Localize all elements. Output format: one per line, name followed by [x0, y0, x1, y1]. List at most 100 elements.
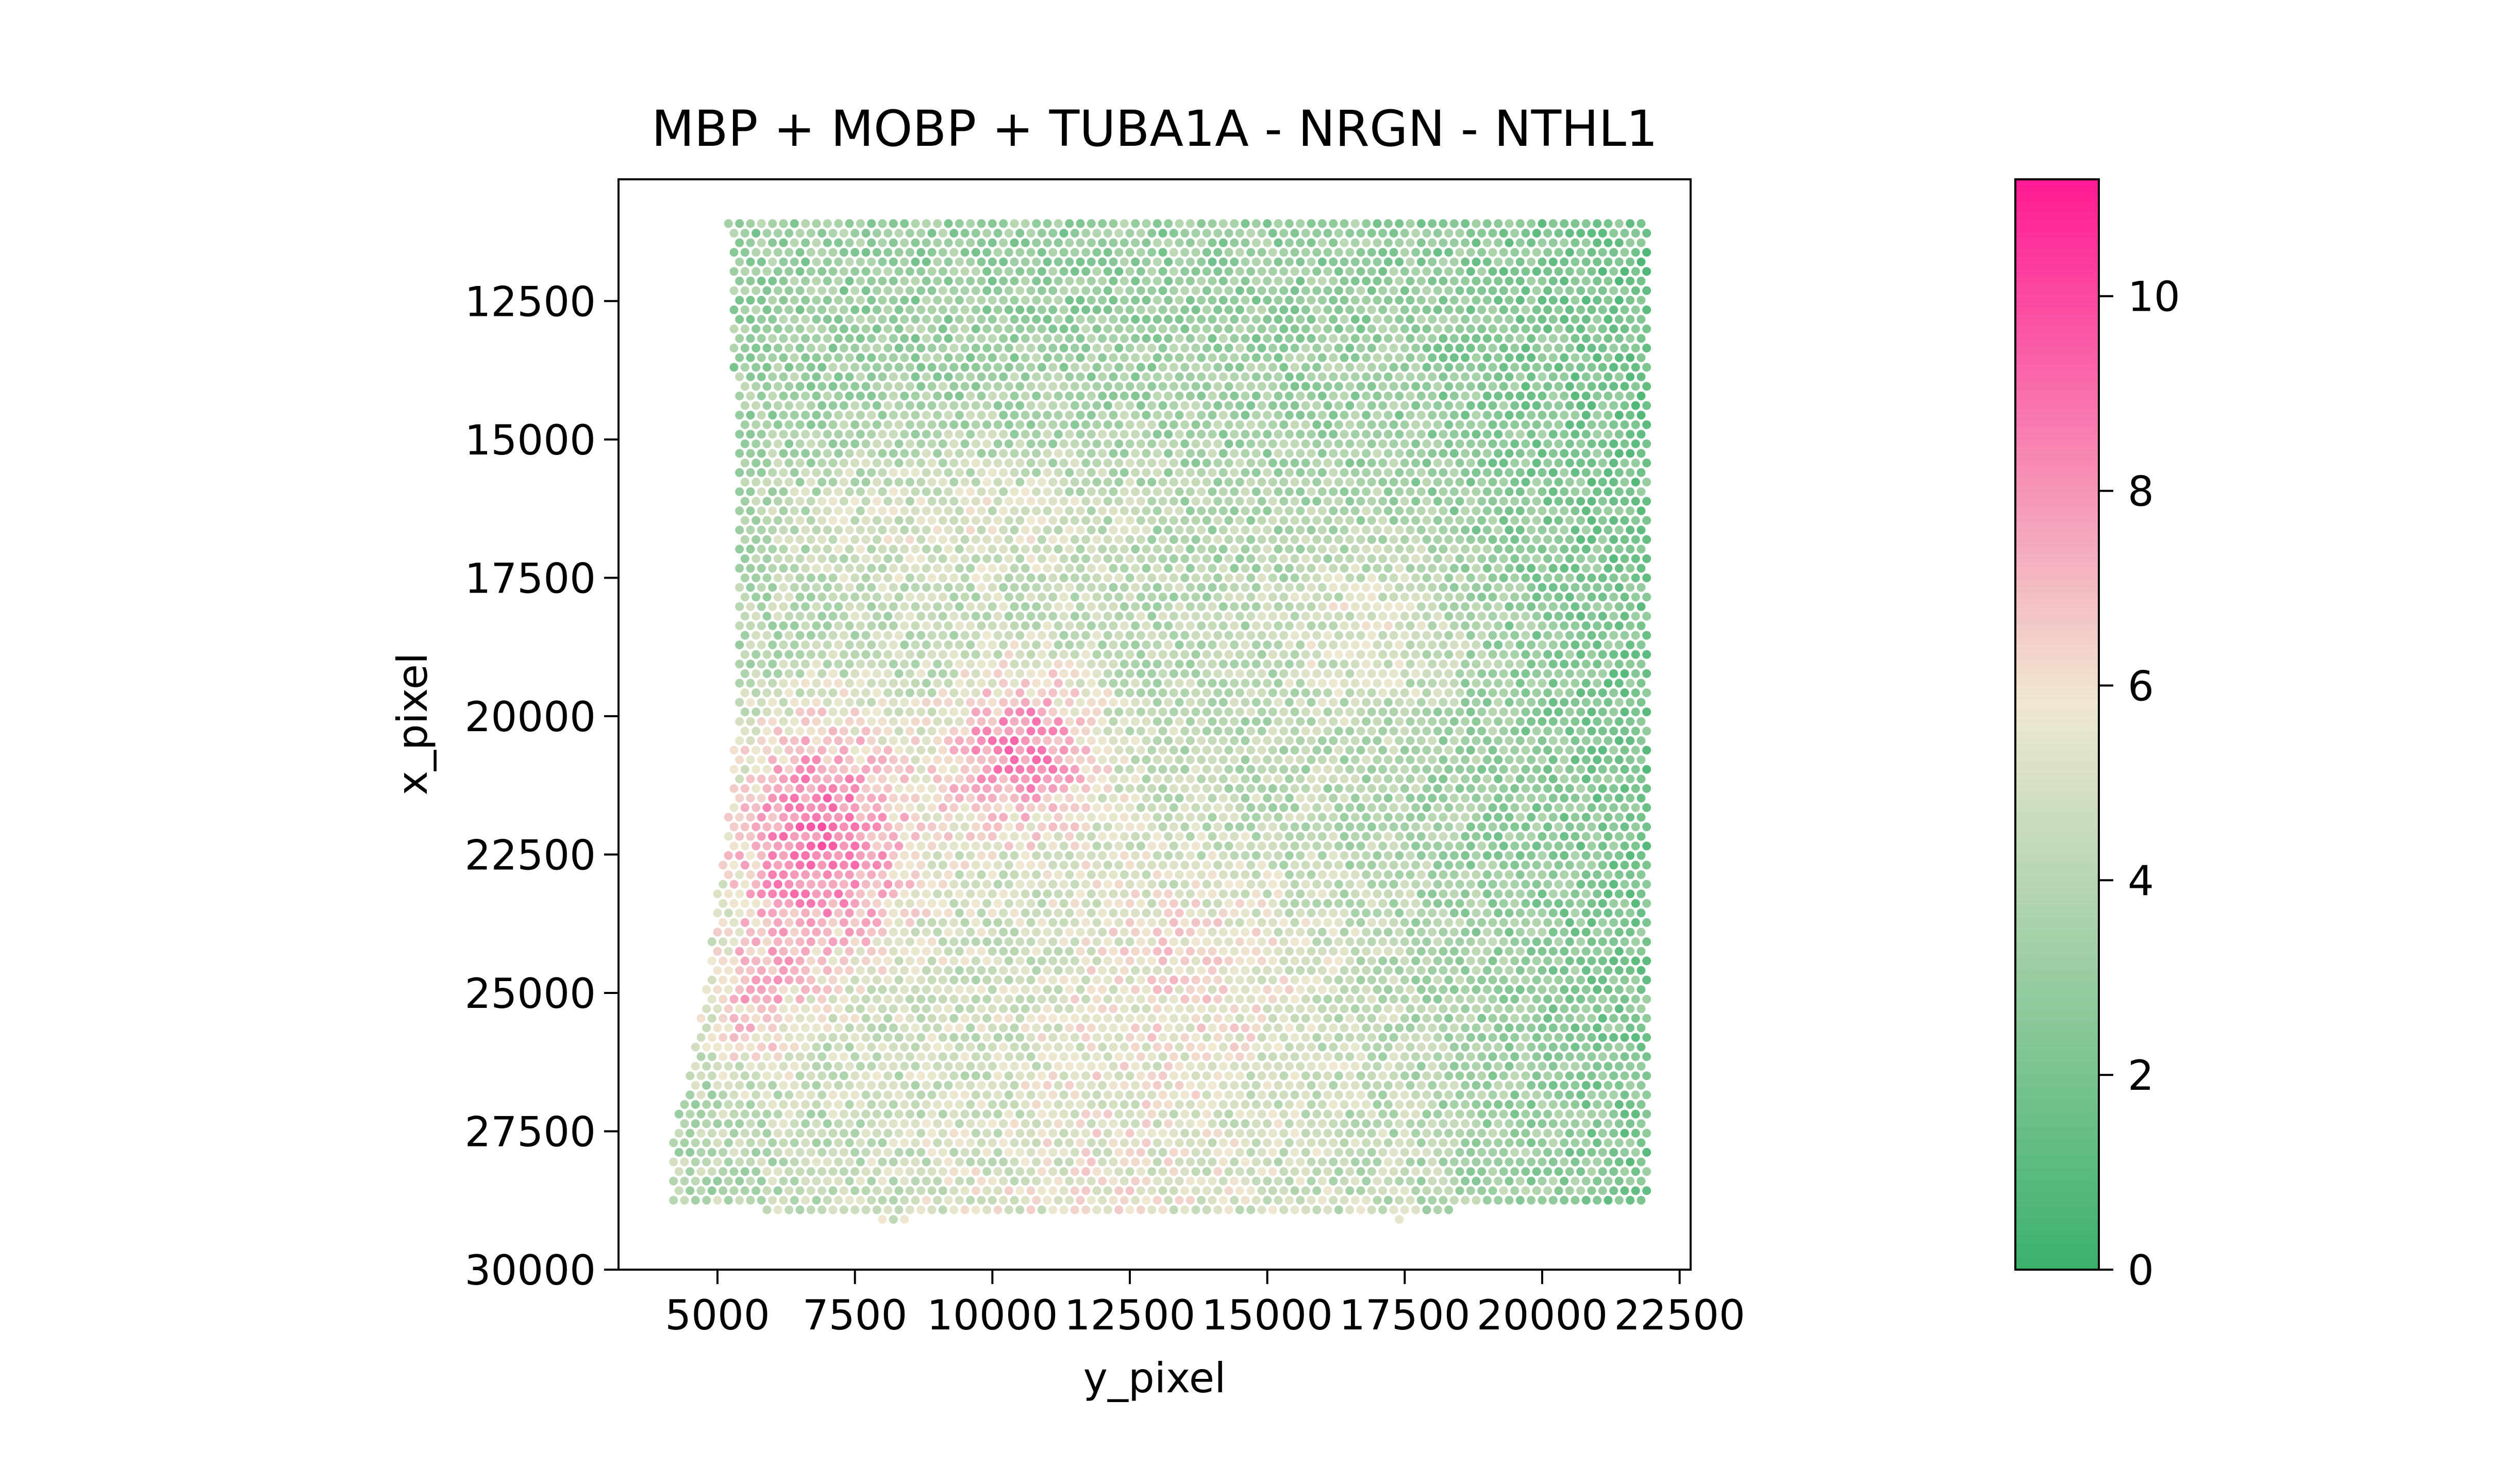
scatter-point [1389, 784, 1398, 793]
scatter-point [1224, 784, 1233, 793]
scatter-point [1449, 219, 1459, 228]
scatter-point [834, 526, 843, 535]
scatter-point [1449, 698, 1459, 707]
scatter-point [1444, 305, 1454, 314]
scatter-point [1312, 267, 1322, 276]
scatter-point [1120, 430, 1129, 439]
scatter-point [1037, 439, 1046, 448]
scatter-point [1191, 727, 1200, 736]
scatter-point [1301, 631, 1310, 640]
scatter-point [938, 688, 947, 697]
scatter-point [790, 372, 799, 381]
scatter-point [1466, 727, 1475, 736]
scatter-point [779, 353, 788, 362]
scatter-point [1604, 353, 1613, 362]
scatter-point [1340, 334, 1349, 343]
scatter-point [790, 774, 799, 784]
scatter-point [1538, 774, 1547, 784]
scatter-point [1614, 238, 1624, 247]
scatter-point [1527, 487, 1536, 496]
scatter-point [982, 497, 992, 506]
scatter-point [911, 774, 920, 784]
scatter-point [1153, 755, 1162, 764]
scatter-point [1048, 459, 1058, 467]
scatter-point [1494, 755, 1503, 764]
scatter-point [856, 621, 865, 630]
scatter-point [1032, 238, 1041, 247]
scatter-point [1230, 449, 1239, 458]
scatter-point [1251, 621, 1261, 630]
scatter-point [938, 746, 947, 755]
scatter-point [960, 267, 970, 276]
scatter-point [1312, 305, 1322, 314]
scatter-point [1015, 497, 1025, 506]
scatter-point [856, 660, 865, 669]
scatter-point [1389, 746, 1398, 755]
scatter-point [735, 430, 744, 439]
scatter-point [1092, 248, 1101, 257]
scatter-point [839, 516, 848, 525]
scatter-point [834, 660, 843, 669]
scatter-point [1043, 583, 1052, 592]
scatter-point [911, 353, 920, 362]
scatter-point [1021, 315, 1030, 324]
scatter-point [1279, 669, 1289, 678]
scatter-point [735, 257, 744, 266]
scatter-point [1400, 305, 1409, 314]
scatter-point [889, 257, 898, 266]
scatter-point [916, 363, 926, 372]
scatter-point [1515, 257, 1525, 266]
scatter-point [1345, 363, 1355, 372]
scatter-point [1389, 267, 1398, 276]
scatter-point [768, 545, 777, 554]
scatter-point [1213, 631, 1223, 640]
scatter-point [872, 363, 881, 372]
scatter-point [1477, 669, 1487, 678]
scatter-point [977, 315, 986, 324]
scatter-point [1268, 688, 1277, 697]
scatter-point [927, 324, 937, 333]
scatter-point [905, 574, 914, 582]
scatter-point [878, 564, 887, 573]
scatter-point [1180, 669, 1190, 678]
scatter-point [1153, 334, 1162, 343]
scatter-point [779, 334, 788, 343]
scatter-point [938, 363, 947, 372]
scatter-point [1054, 257, 1063, 266]
scatter-point [1246, 344, 1256, 352]
scatter-point [1059, 305, 1068, 314]
scatter-point [828, 554, 838, 563]
scatter-point [806, 535, 815, 544]
scatter-point [1538, 717, 1547, 726]
scatter-point [1235, 650, 1244, 659]
scatter-point [1334, 267, 1343, 276]
scatter-point [1532, 669, 1541, 678]
scatter-point [1114, 248, 1124, 257]
scatter-point [1010, 526, 1019, 535]
scatter-point [1581, 640, 1591, 649]
scatter-point [1301, 784, 1310, 793]
scatter-point [949, 593, 959, 602]
scatter-point [971, 478, 980, 487]
scatter-point [1439, 736, 1448, 745]
scatter-point [905, 669, 914, 678]
scatter-point [1070, 363, 1079, 372]
scatter-point [1345, 267, 1355, 276]
scatter-point [1015, 286, 1025, 295]
scatter-point [1218, 391, 1228, 400]
scatter-point [911, 296, 920, 305]
scatter-point [1015, 344, 1025, 352]
scatter-point [1631, 574, 1640, 582]
scatter-point [1131, 391, 1140, 400]
scatter-point [1571, 774, 1580, 784]
scatter-point [751, 765, 761, 774]
scatter-point [1136, 324, 1145, 333]
scatter-point [740, 305, 749, 314]
scatter-point [1455, 305, 1464, 314]
scatter-point [1499, 554, 1508, 563]
scatter-point [1065, 583, 1074, 592]
scatter-point [977, 621, 986, 630]
scatter-point [1587, 746, 1596, 755]
scatter-point [1521, 305, 1530, 314]
scatter-point [729, 746, 739, 755]
